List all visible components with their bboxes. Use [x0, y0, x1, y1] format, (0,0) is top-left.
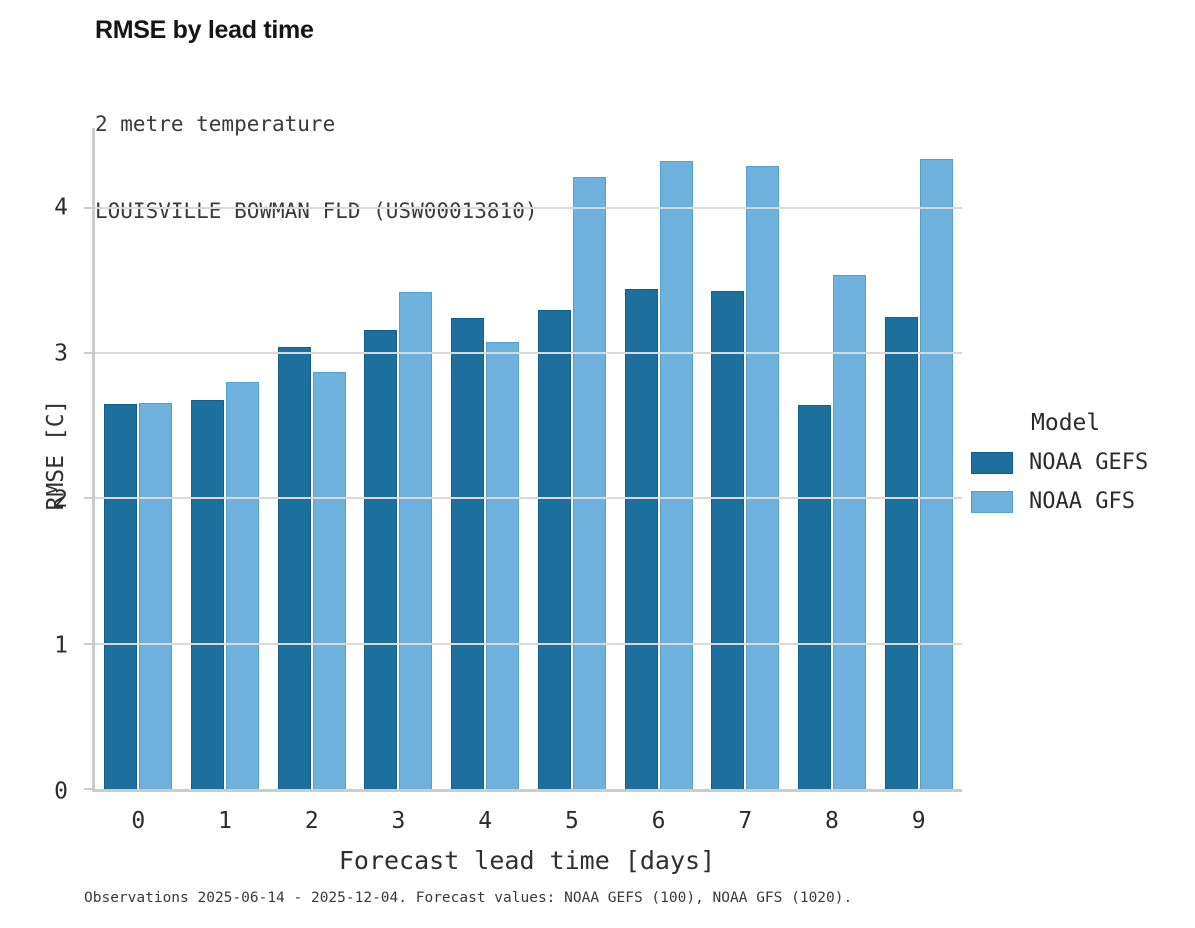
x-tick-label-9: 9 — [911, 808, 926, 834]
caption-note: Observations 2025-06-14 - 2025-12-04. Fo… — [84, 890, 853, 906]
bar-group-lead-6: 6 — [615, 128, 702, 834]
x-tick-label-3: 3 — [391, 808, 406, 834]
y-tick-mark-0 — [84, 788, 92, 790]
gridline-y-4 — [95, 206, 962, 209]
x-tick-label-4: 4 — [478, 808, 493, 834]
bar-noaa-gefs-lead-5 — [537, 309, 571, 789]
x-tick-label-5: 5 — [564, 808, 579, 834]
bar-noaa-gefs-lead-6 — [624, 289, 658, 789]
plot-area: 0 1 2 3 4 5 6 7 8 9 — [84, 128, 962, 834]
bar-group-lead-2: 2 — [268, 128, 355, 834]
legend-entry-noaa-gfs: NOAA GFS — [971, 489, 1148, 514]
y-tick-label-1: 1 — [54, 632, 68, 659]
legend: Model NOAA GEFS NOAA GFS — [971, 410, 1148, 514]
x-axis-label: Forecast lead time [days] — [338, 846, 716, 875]
x-tick-label-0: 0 — [131, 808, 146, 834]
bar-noaa-gfs-lead-7 — [746, 165, 780, 789]
x-tick-label-2: 2 — [304, 808, 319, 834]
y-tick-mark-2 — [84, 497, 92, 500]
y-tick-label-4: 4 — [54, 194, 68, 221]
y-tick-label-3: 3 — [54, 340, 68, 367]
bar-noaa-gefs-lead-3 — [364, 329, 398, 789]
bar-group-lead-4: 4 — [442, 128, 529, 834]
y-tick-mark-4 — [84, 206, 92, 209]
bar-group-lead-9: 9 — [875, 128, 962, 834]
y-tick-mark-3 — [84, 352, 92, 355]
x-tick-label-1: 1 — [218, 808, 232, 834]
bar-group-lead-7: 7 — [702, 128, 789, 834]
legend-swatch-icon — [971, 490, 1013, 513]
bar-group-lead-1: 1 — [182, 128, 269, 834]
bar-group-lead-5: 5 — [529, 128, 616, 834]
bar-noaa-gefs-lead-8 — [797, 405, 831, 789]
gridline-y-3 — [95, 352, 962, 355]
bar-noaa-gefs-lead-1 — [191, 399, 225, 789]
y-axis-ticks: 0 1 2 3 4 — [30, 128, 82, 803]
bar-noaa-gfs-lead-9 — [919, 158, 953, 789]
bar-noaa-gfs-lead-3 — [399, 292, 433, 789]
bar-noaa-gefs-lead-0 — [104, 404, 138, 789]
bar-noaa-gfs-lead-1 — [226, 382, 260, 789]
legend-label: NOAA GEFS — [1029, 450, 1149, 475]
bar-noaa-gefs-lead-4 — [451, 318, 485, 789]
legend-entry-noaa-gefs: NOAA GEFS — [971, 450, 1148, 475]
bar-noaa-gfs-lead-4 — [486, 341, 520, 789]
bar-noaa-gfs-lead-8 — [832, 274, 866, 789]
bar-group-lead-8: 8 — [789, 128, 876, 834]
chart-subtitle-station: LOUISVILLE BOWMAN FLD (USW00013810) — [95, 199, 538, 223]
x-tick-label-7: 7 — [738, 808, 753, 834]
legend-swatch-icon — [971, 451, 1013, 474]
bar-noaa-gefs-lead-2 — [277, 347, 311, 789]
chart-subtitle-variable: 2 metre temperature — [95, 112, 336, 136]
bar-noaa-gfs-lead-0 — [139, 402, 173, 789]
legend-title: Model — [1031, 410, 1101, 436]
bar-noaa-gfs-lead-5 — [572, 177, 606, 789]
bar-groups: 0 1 2 3 4 5 6 7 8 9 — [95, 128, 962, 834]
x-tick-label-8: 8 — [825, 808, 839, 834]
legend-label: NOAA GFS — [1029, 489, 1135, 514]
bar-noaa-gefs-lead-9 — [884, 316, 918, 789]
bar-noaa-gefs-lead-7 — [711, 290, 745, 789]
y-tick-mark-1 — [84, 642, 92, 645]
gridline-y-2 — [95, 497, 962, 500]
x-tick-label-6: 6 — [651, 808, 666, 834]
y-tick-label-0: 0 — [54, 778, 68, 805]
y-tick-label-2: 2 — [54, 486, 68, 513]
chart-title: RMSE by lead time — [95, 16, 314, 44]
bar-group-lead-0: 0 — [95, 128, 182, 834]
gridline-y-1 — [95, 642, 962, 645]
bar-group-lead-3: 3 — [355, 128, 442, 834]
bar-noaa-gfs-lead-2 — [312, 372, 346, 789]
bar-noaa-gfs-lead-6 — [659, 161, 693, 789]
chart-header: RMSE by lead time 2 metre temperature LO… — [95, 16, 538, 284]
